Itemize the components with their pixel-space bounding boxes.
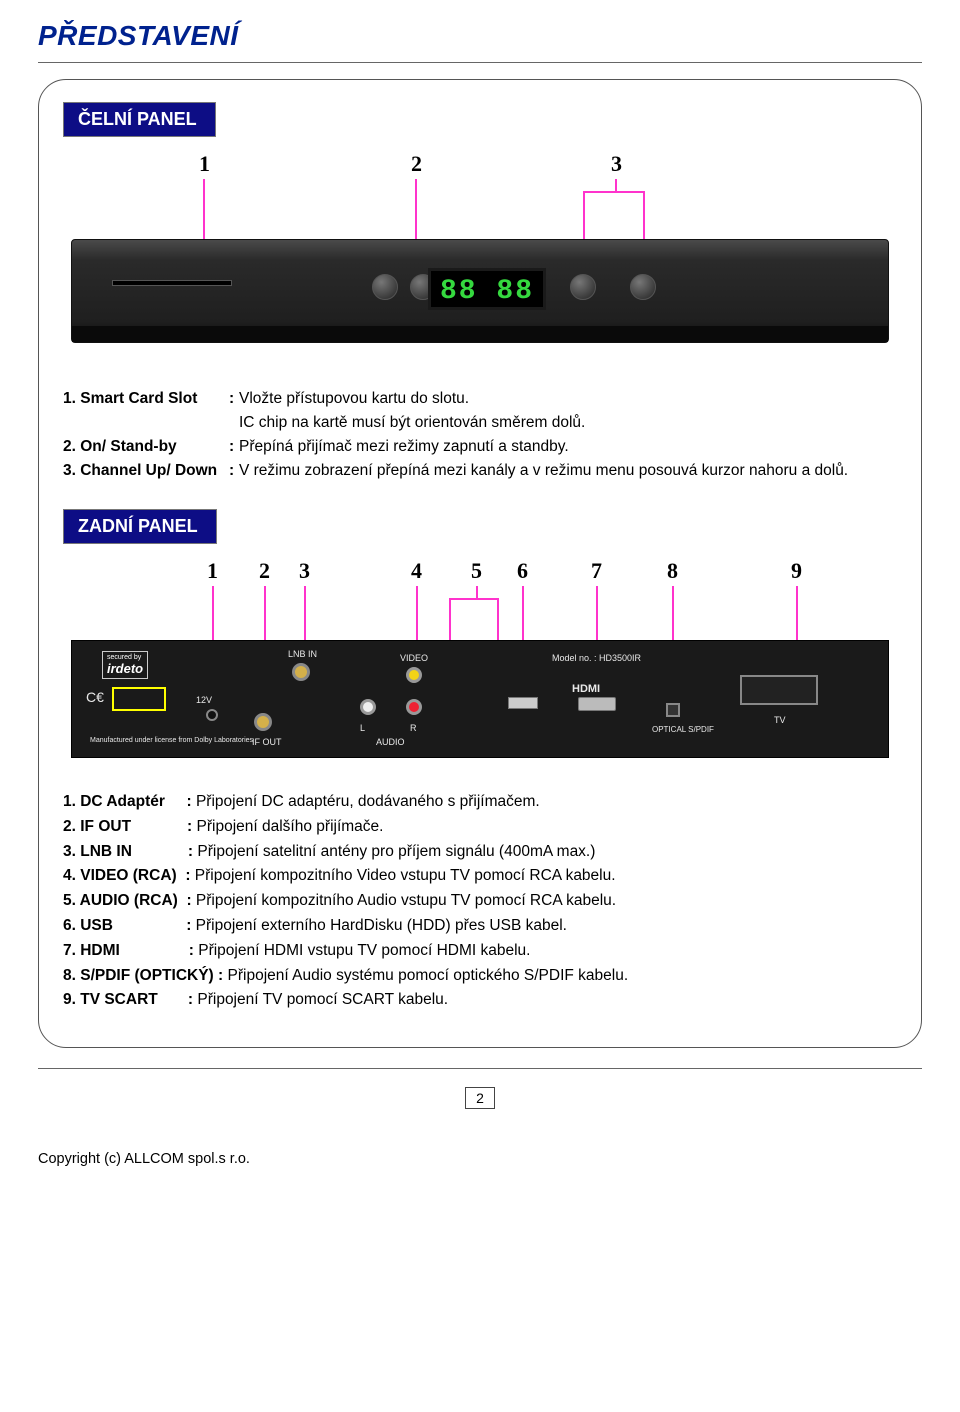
video-rca bbox=[406, 667, 422, 683]
front-label-2: 2 bbox=[411, 151, 422, 177]
audio-r-rca bbox=[406, 699, 422, 715]
rear-device: secured by irdeto C€ Manufactured under … bbox=[71, 640, 889, 758]
rear-label-5: 5 bbox=[471, 558, 482, 584]
irdeto-badge: secured by irdeto bbox=[102, 651, 148, 679]
rear-item-3: 3. LNB IN : Připojení satelitní antény p… bbox=[63, 840, 897, 865]
if-out-port bbox=[254, 713, 272, 731]
front-item-2: 2. On/ Stand-by : Přepíná přijímač mezi … bbox=[63, 435, 897, 459]
front-item-3: 3. Channel Up/ Down : V režimu zobrazení… bbox=[63, 459, 897, 483]
front-val-2: Přepíná přijímač mezi režimy zapnutí a s… bbox=[239, 435, 897, 459]
front-val-3: V režimu zobrazení přepíná mezi kanály a… bbox=[239, 459, 897, 483]
front-sub-1: IC chip na kartě musí být orientován smě… bbox=[239, 411, 897, 435]
front-description-list: 1. Smart Card Slot : Vložte přístupovou … bbox=[63, 387, 897, 483]
rear-item-9: 9. TV SCART : Připojení TV pomocí SCART … bbox=[63, 988, 897, 1013]
dc-port bbox=[206, 709, 218, 721]
front-device: 88 88 bbox=[71, 239, 889, 343]
rear-section: ZADNÍ PANEL 1 2 3 4 5 6 7 8 9 bbox=[63, 509, 897, 1013]
front-panel-diagram: 1 2 3 88 88 bbox=[63, 149, 897, 359]
led-display: 88 88 bbox=[428, 268, 546, 310]
divider-bottom bbox=[38, 1068, 922, 1069]
page-number: 2 bbox=[465, 1087, 495, 1109]
front-key-3: 3. Channel Up/ Down bbox=[63, 459, 229, 483]
ce-mark: C€ bbox=[86, 689, 104, 705]
front-label-3: 3 bbox=[611, 151, 622, 177]
rear-section-tag: ZADNÍ PANEL bbox=[63, 509, 217, 544]
front-label-1: 1 bbox=[199, 151, 210, 177]
content-card: ČELNÍ PANEL 1 2 3 88 88 1. Smar bbox=[38, 79, 922, 1048]
rear-description-list: 1. DC Adaptér : Připojení DC adaptéru, d… bbox=[63, 790, 897, 1013]
caution-label bbox=[112, 687, 166, 711]
rear-item-5: 5. AUDIO (RCA) : Připojení kompozitního … bbox=[63, 889, 897, 914]
usb-port bbox=[508, 697, 538, 709]
rear-label-9: 9 bbox=[791, 558, 802, 584]
scart-port bbox=[740, 675, 818, 705]
rear-label-4: 4 bbox=[411, 558, 422, 584]
front-section-tag: ČELNÍ PANEL bbox=[63, 102, 216, 137]
audio-l-rca bbox=[360, 699, 376, 715]
front-item-1: 1. Smart Card Slot : Vložte přístupovou … bbox=[63, 387, 897, 411]
lnb-in-port bbox=[292, 663, 310, 681]
divider bbox=[38, 62, 922, 63]
rear-label-3: 3 bbox=[299, 558, 310, 584]
rear-item-1: 1. DC Adaptér : Připojení DC adaptéru, d… bbox=[63, 790, 897, 815]
rear-item-4: 4. VIDEO (RCA) : Připojení kompozitního … bbox=[63, 864, 897, 889]
optical-port bbox=[666, 703, 680, 717]
front-key-1: 1. Smart Card Slot bbox=[63, 387, 229, 411]
rear-item-7: 7. HDMI : Připojení HDMI vstupu TV pomoc… bbox=[63, 939, 897, 964]
rear-panel-diagram: 1 2 3 4 5 6 7 8 9 bbox=[63, 556, 897, 766]
page-number-wrap: 2 bbox=[38, 1087, 922, 1109]
rear-label-8: 8 bbox=[667, 558, 678, 584]
standby-button bbox=[372, 274, 398, 300]
rear-label-2: 2 bbox=[259, 558, 270, 584]
rear-item-8: 8. S/PDIF (OPTICKÝ) : Připojení Audio sy… bbox=[63, 964, 897, 989]
front-key-2: 2. On/ Stand-by bbox=[63, 435, 229, 459]
channel-down-button bbox=[630, 274, 656, 300]
dolby-text: Manufactured under license from Dolby La… bbox=[90, 737, 253, 744]
rear-label-1: 1 bbox=[207, 558, 218, 584]
rear-item-6: 6. USB : Připojení externího HardDisku (… bbox=[63, 914, 897, 939]
rear-item-2: 2. IF OUT : Připojení dalšího přijímače. bbox=[63, 815, 897, 840]
rear-label-6: 6 bbox=[517, 558, 528, 584]
page-title: PŘEDSTAVENÍ bbox=[38, 20, 922, 52]
smart-card-slot bbox=[112, 280, 232, 286]
footer-copyright: Copyright (c) ALLCOM spol.s r.o. bbox=[38, 1151, 922, 1167]
front-val-1: Vložte přístupovou kartu do slotu. bbox=[239, 387, 897, 411]
rear-label-7: 7 bbox=[591, 558, 602, 584]
hdmi-port bbox=[578, 697, 616, 711]
channel-up-button bbox=[570, 274, 596, 300]
